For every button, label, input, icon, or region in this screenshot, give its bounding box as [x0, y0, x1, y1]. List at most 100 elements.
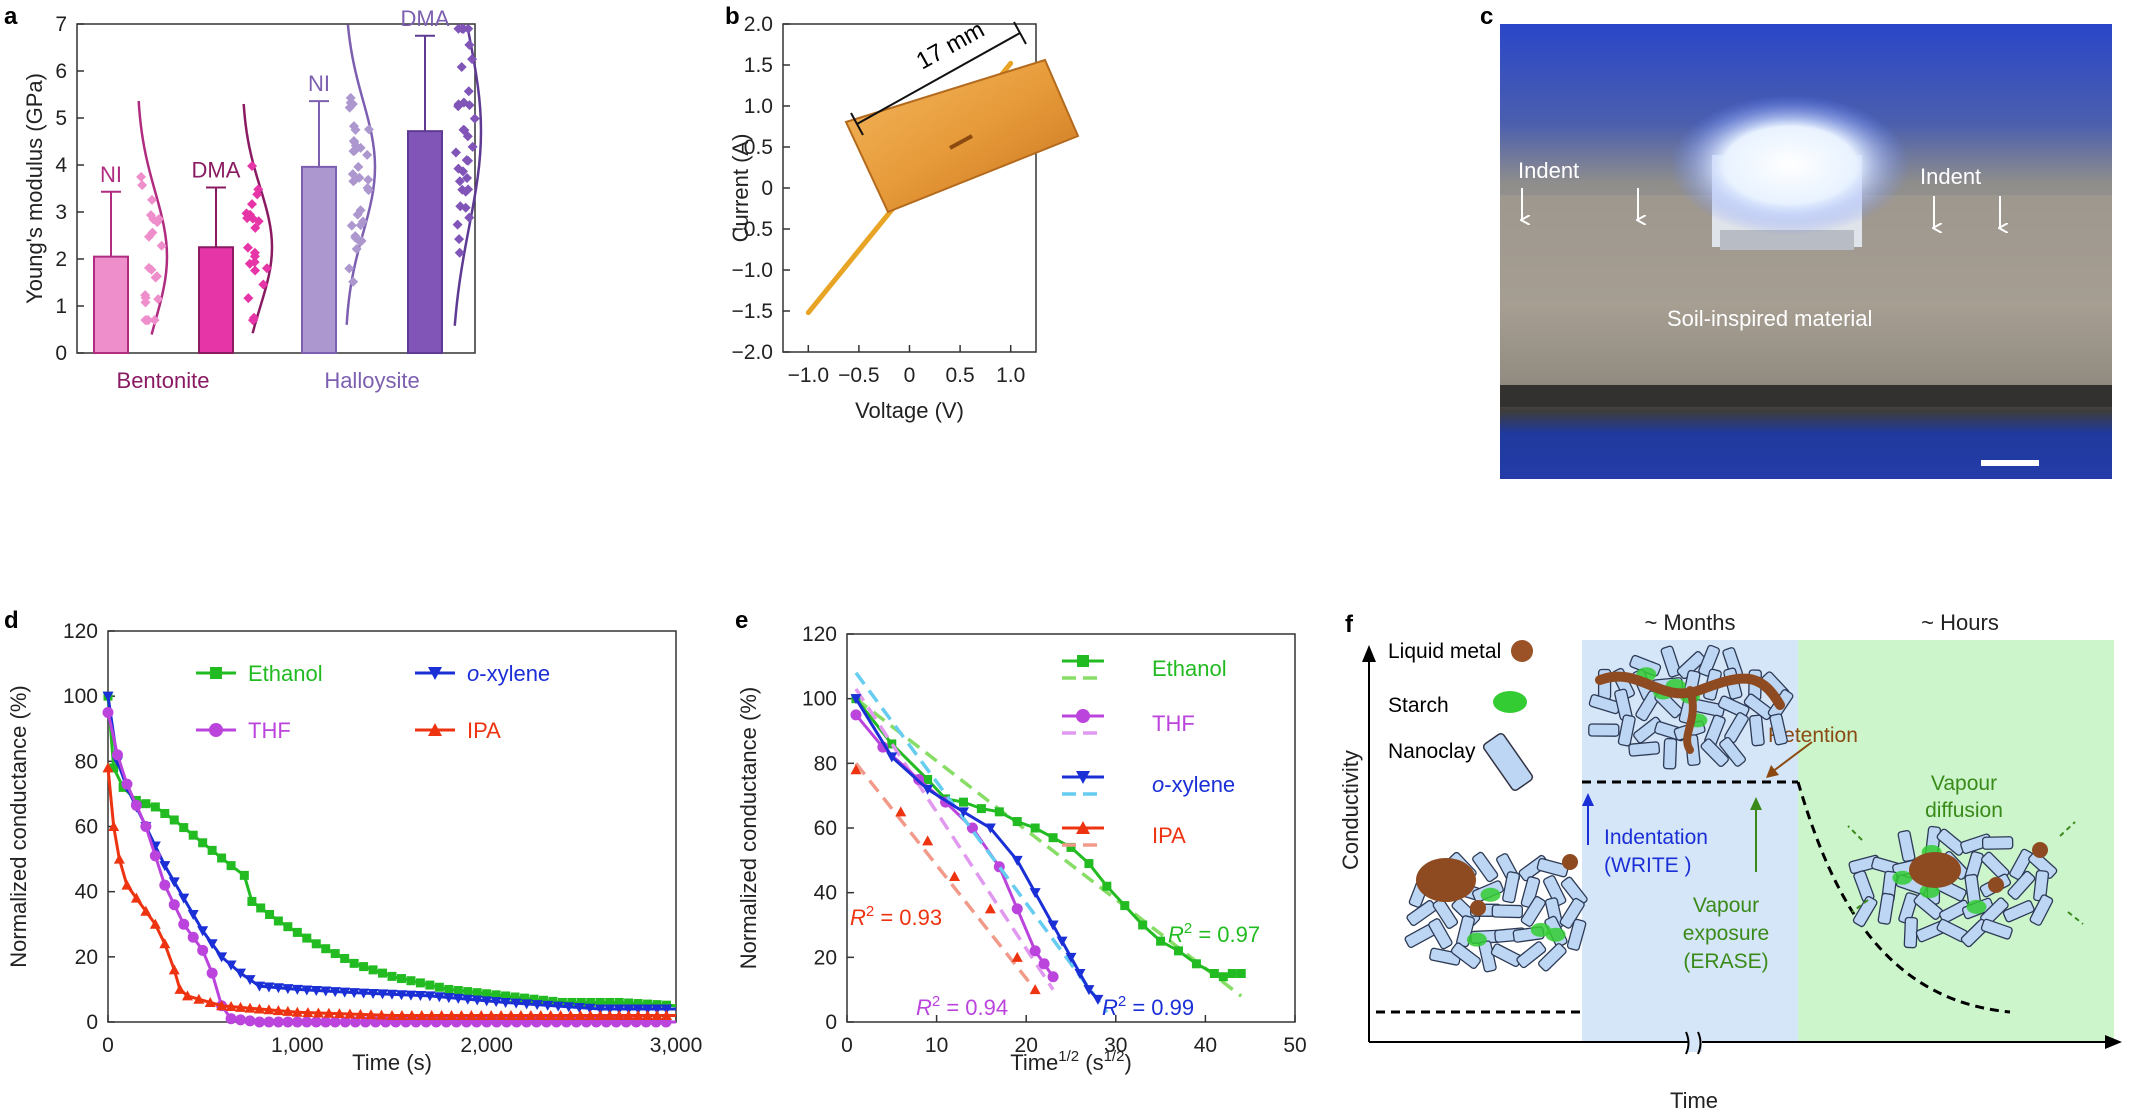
d-data-point — [204, 996, 216, 1007]
a-data-point — [261, 263, 272, 274]
erase-label: (ERASE) — [1683, 950, 1768, 973]
a-data-point — [344, 102, 355, 113]
cluster-initial-starch — [1530, 922, 1551, 937]
d-data-point — [321, 944, 331, 954]
b-y-label: Current (A) — [728, 134, 753, 243]
d-data-point — [130, 892, 142, 903]
d-ytick-label: 20 — [75, 946, 98, 969]
a-data-point — [467, 141, 478, 152]
cluster-written-nanoclay — [1633, 716, 1664, 744]
d-legend-marker — [209, 723, 223, 737]
cluster-written-nanoclay — [1617, 714, 1636, 747]
d-data-point — [651, 1009, 663, 1020]
e-data-point — [850, 694, 862, 705]
a-data-point — [354, 172, 365, 183]
d-data-point — [109, 763, 119, 773]
d-data-point — [265, 909, 275, 919]
f-x-arrow — [2105, 1035, 2122, 1049]
cluster-erased-starch — [1966, 899, 1987, 914]
d-data-point — [253, 981, 265, 992]
vapour-diffusion-dash — [2067, 911, 2084, 925]
nanoclay-icon — [1482, 733, 1534, 791]
a-data-point — [146, 264, 157, 275]
d-ytick-label: 100 — [63, 685, 98, 708]
d-data-point — [661, 1009, 673, 1020]
d-data-point — [501, 991, 511, 1001]
a-data-point — [149, 315, 160, 326]
d-data-point — [632, 1004, 644, 1015]
starch-icon — [1493, 691, 1527, 713]
cluster-written-nanoclay — [1676, 651, 1706, 680]
d-data-point — [386, 989, 398, 1000]
chart-b-iv-curve: 2.0 1.5 1.0 0.5 0 −0.5 −1.0 −1.5 −2.0 −1.0 −0.5 0 0.… — [728, 13, 1080, 423]
indent-label-left: Indent — [1518, 158, 1579, 183]
d-data-point — [471, 995, 483, 1006]
b-inset-annotation: 17 mm — [912, 16, 989, 75]
f-y-label: Conductivity — [1338, 750, 1363, 870]
b-ytick-label: −1.0 — [732, 259, 773, 282]
d-data-point — [613, 1009, 625, 1020]
a-data-point — [459, 125, 470, 136]
a-data-point — [346, 220, 357, 231]
d-legend-label: THF — [248, 718, 291, 743]
d-ytick-label: 60 — [75, 816, 98, 839]
cluster-erased-nanoclay — [2002, 900, 2035, 923]
a-data-point — [450, 147, 461, 158]
cluster-written-nanoclay — [1717, 695, 1750, 719]
d-data-point — [584, 1009, 596, 1020]
d-data-point — [226, 861, 236, 871]
cluster-written-liquid-metal-path — [1595, 671, 1785, 710]
d-data-point — [113, 853, 125, 864]
d-data-point — [462, 994, 474, 1005]
e-data-point — [922, 835, 934, 846]
d-data-point — [149, 850, 161, 862]
d-data-point — [339, 987, 351, 998]
d-legend-label: Ethanol — [248, 661, 323, 686]
e-xtick-label: 0 — [841, 1034, 853, 1057]
a-data-point — [148, 214, 159, 225]
d-data-point — [311, 939, 321, 949]
d-data-point — [436, 1009, 448, 1020]
d-data-point — [198, 838, 208, 848]
d-data-point — [312, 1007, 324, 1018]
e-data-point — [1084, 859, 1094, 869]
cluster-initial-liquid-metal — [1470, 900, 1486, 916]
cluster-erased-starch — [1892, 870, 1913, 885]
panel-label-a: a — [4, 3, 18, 30]
a-bar — [93, 255, 129, 354]
d-data-point — [291, 984, 303, 995]
a-ytick-label: 2 — [55, 248, 67, 271]
d-data-point — [263, 1004, 275, 1015]
d-data-point — [292, 927, 302, 937]
d-data-point — [481, 996, 493, 1007]
d-data-point — [529, 994, 539, 1004]
nanoclay-clusters — [1404, 644, 2084, 973]
d-data-point — [444, 984, 454, 994]
d-data-point — [168, 964, 180, 975]
d-data-point — [455, 1009, 467, 1020]
cluster-initial-nanoclay — [1491, 904, 1524, 919]
e-data-point — [886, 752, 898, 763]
e-ytick-label: 80 — [814, 752, 837, 775]
d-data-point — [197, 926, 209, 937]
a-data-point — [469, 113, 480, 124]
d-data-point — [387, 971, 397, 981]
cluster-initial-nanoclay — [1538, 943, 1567, 972]
e-data-point — [1065, 952, 1077, 963]
d-data-point — [140, 821, 152, 832]
a-data-point — [247, 160, 258, 171]
e-xtick-label: 10 — [925, 1034, 948, 1057]
a-data-point — [247, 315, 258, 326]
b-x-label: Voltage (V) — [855, 398, 964, 423]
led-glow — [1670, 95, 1910, 235]
scale-bar — [1981, 460, 2039, 466]
d-data-point — [574, 1009, 586, 1020]
e-legend-marker — [1076, 709, 1090, 723]
d-data-point — [207, 845, 217, 855]
d-data-point — [102, 762, 114, 773]
b-ytick-label: 1.5 — [744, 54, 773, 77]
d-data-point — [302, 1007, 314, 1018]
e-legend-marker — [1076, 771, 1090, 784]
d-data-point — [244, 1015, 256, 1027]
d-ytick-label: 120 — [63, 620, 98, 643]
